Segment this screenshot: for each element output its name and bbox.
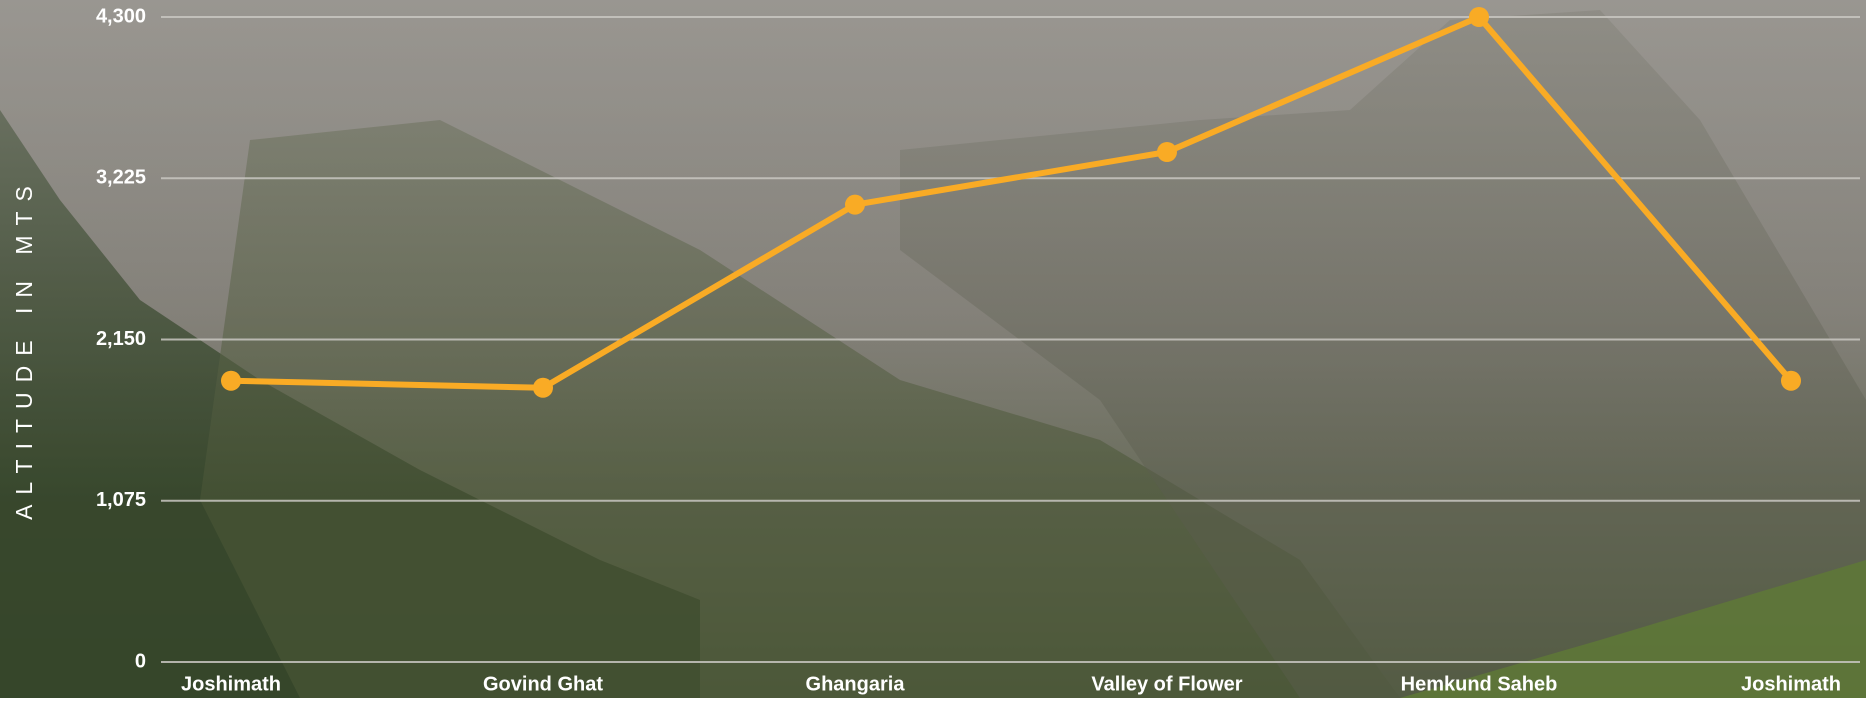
x-tick-label: Joshimath bbox=[1741, 673, 1841, 695]
y-axis-title: ALTITUDE IN MTS bbox=[11, 176, 37, 520]
y-tick-label: 0 bbox=[135, 650, 146, 672]
y-tick-label: 3,225 bbox=[96, 167, 146, 189]
point bbox=[221, 371, 241, 391]
y-tick-label: 2,150 bbox=[96, 328, 146, 350]
point bbox=[533, 378, 553, 398]
point bbox=[845, 195, 865, 215]
point bbox=[1469, 7, 1489, 27]
y-tick-label: 1,075 bbox=[96, 489, 146, 511]
x-tick-label: Valley of Flower bbox=[1091, 673, 1242, 695]
x-tick-label: Joshimath bbox=[181, 673, 281, 695]
x-tick-label: Ghangaria bbox=[806, 673, 906, 695]
point bbox=[1157, 142, 1177, 162]
page: {"chart_data": {"type": "line", "y_label… bbox=[0, 0, 1866, 698]
y-tick-label: 4,300 bbox=[96, 5, 146, 27]
x-tick-label: Hemkund Saheb bbox=[1401, 673, 1558, 695]
point bbox=[1781, 371, 1801, 391]
mist bbox=[0, 0, 1866, 500]
x-tick-label: Govind Ghat bbox=[483, 673, 603, 695]
chart: ALTITUDE IN MTS 0 1,075 2,150 3,225 4,300 Jos… bbox=[0, 0, 1866, 698]
